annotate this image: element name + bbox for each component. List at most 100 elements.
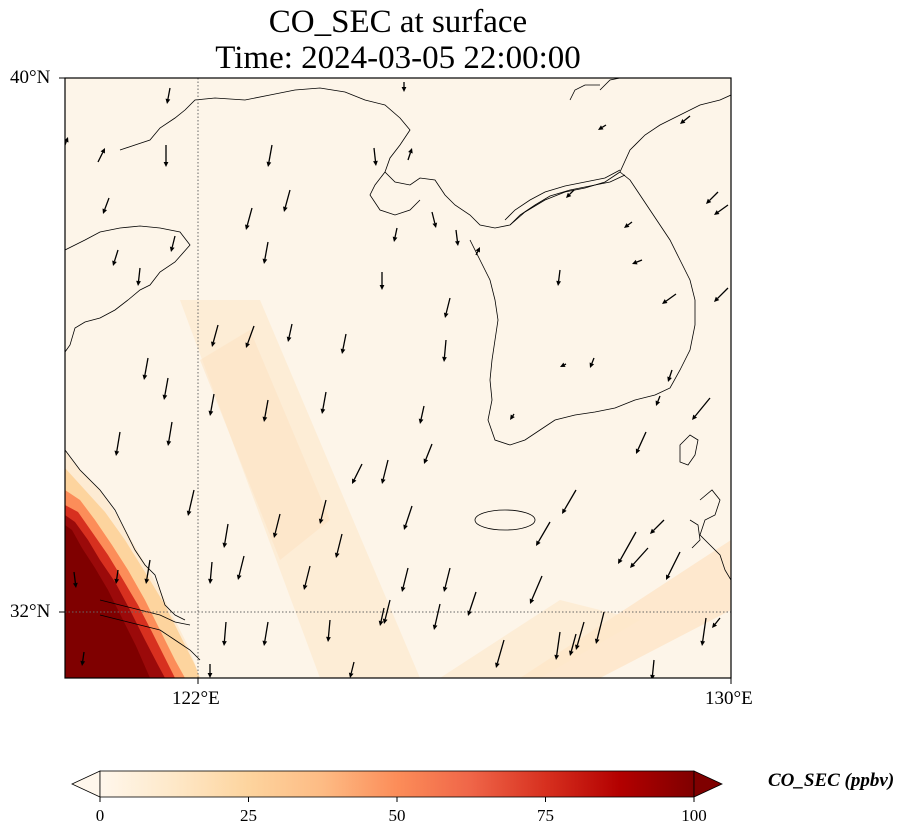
wind-arrow <box>322 391 327 410</box>
wind-arrow <box>637 431 647 450</box>
wind-arrow-head <box>186 510 192 516</box>
wind-arrow-head <box>562 508 567 514</box>
wind-arrow-head <box>208 410 214 416</box>
wind-vectors <box>65 82 729 678</box>
wind-arrow <box>636 259 643 263</box>
wind-arrow <box>475 251 479 256</box>
wind-arrow-head <box>302 584 308 590</box>
wind-arrow-head <box>262 258 268 264</box>
axis-ticks <box>59 77 732 684</box>
wind-arrow-head <box>635 448 641 454</box>
wind-arrow-head <box>379 285 385 290</box>
chart-title-line1: CO_SEC at surface <box>268 4 528 40</box>
wind-arrow-head <box>714 296 720 302</box>
wind-arrow-head <box>594 638 600 644</box>
wind-arrow-head <box>700 640 706 646</box>
wind-arrow <box>82 651 85 662</box>
wind-arrow <box>342 333 347 350</box>
wind-arrow <box>564 363 567 366</box>
wind-arrow <box>717 204 729 213</box>
wind-arrow <box>683 115 691 122</box>
wind-arrow-head <box>569 650 574 656</box>
wind-arrow-head <box>373 160 378 166</box>
wind-arrow <box>304 565 311 586</box>
colorbar-tick-100: 100 <box>681 806 707 825</box>
wind-arrow-head <box>166 440 172 446</box>
wind-arrow <box>246 207 253 226</box>
wind-arrow-head <box>575 644 580 650</box>
wind-arrow <box>104 197 110 210</box>
wind-arrow <box>563 489 577 511</box>
wind-arrow-head <box>432 624 438 630</box>
wind-arrow <box>512 413 515 417</box>
wind-arrow-head <box>283 206 288 212</box>
wind-arrow-head <box>144 578 150 584</box>
wind-arrow <box>596 611 605 640</box>
wind-arrow-head <box>207 673 213 678</box>
colorbar-tick-75: 75 <box>537 806 554 825</box>
wind-arrow <box>288 323 293 338</box>
wind-arrow-head <box>222 640 227 646</box>
wind-arrow-head <box>262 416 268 422</box>
wind-arrow-head <box>378 620 384 626</box>
wind-arrow-head <box>348 672 354 678</box>
chart-title-line2: Time: 2024-03-05 22:00:00 <box>215 40 581 76</box>
wind-arrow-head <box>408 148 413 154</box>
wind-arrow <box>402 567 409 588</box>
wind-arrow-head <box>100 148 105 154</box>
wind-arrow <box>380 607 385 622</box>
lon-tick-122: 122°E <box>172 688 220 709</box>
wind-arrow <box>164 377 169 396</box>
wind-arrow-head <box>442 356 447 362</box>
wind-arrow-head <box>169 246 175 252</box>
colorbar-tick-25: 25 <box>240 806 257 825</box>
wind-arrow <box>350 661 355 674</box>
colorbar <box>71 770 723 802</box>
wind-arrow-head <box>326 636 331 642</box>
wind-arrow-head <box>566 192 572 198</box>
wind-arrow <box>274 513 281 534</box>
wind-arrow-head <box>272 532 278 538</box>
wind-arrow <box>445 297 451 314</box>
wind-arrow-head <box>266 161 272 167</box>
wind-arrow-head <box>692 414 698 420</box>
concentration-field <box>65 78 731 678</box>
wind-arrow-head <box>65 137 69 143</box>
wind-arrow-head <box>262 640 268 646</box>
wind-arrow-head <box>714 210 720 215</box>
wind-arrow <box>168 421 173 442</box>
wind-arrow <box>455 229 459 242</box>
wind-arrow-head <box>162 394 168 400</box>
wind-arrow <box>97 152 104 163</box>
wind-arrow-head <box>662 299 668 304</box>
wind-arrow-head <box>286 336 292 342</box>
wind-arrow <box>238 555 245 576</box>
wind-arrow <box>557 269 561 282</box>
wind-arrow-head <box>102 208 108 214</box>
wind-arrow <box>657 395 661 402</box>
wind-arrow <box>268 144 273 163</box>
wind-arrow-head <box>556 280 562 286</box>
wind-arrow <box>167 87 171 100</box>
wind-arrow <box>709 191 719 201</box>
wind-arrow <box>694 397 711 417</box>
wind-arrow-head <box>475 247 480 253</box>
wind-arrow <box>632 547 649 565</box>
wind-arrow <box>209 561 213 580</box>
wind-arrow-head <box>667 376 672 382</box>
wind-arrow-head <box>442 586 448 592</box>
wind-arrow <box>468 591 477 612</box>
lat-tick-32: 32°N <box>10 601 51 622</box>
wind-arrow <box>653 519 665 531</box>
wind-arrow-head <box>655 400 661 406</box>
wind-arrow-head <box>467 610 472 616</box>
wind-arrow <box>320 499 327 520</box>
wind-arrow <box>556 631 561 656</box>
wind-arrow <box>576 621 585 646</box>
wind-arrow <box>171 235 176 248</box>
wind-arrow-head <box>589 362 595 368</box>
wind-arrow-head <box>80 660 86 666</box>
wind-arrow-head <box>560 362 566 367</box>
wind-arrow-head <box>340 348 346 354</box>
